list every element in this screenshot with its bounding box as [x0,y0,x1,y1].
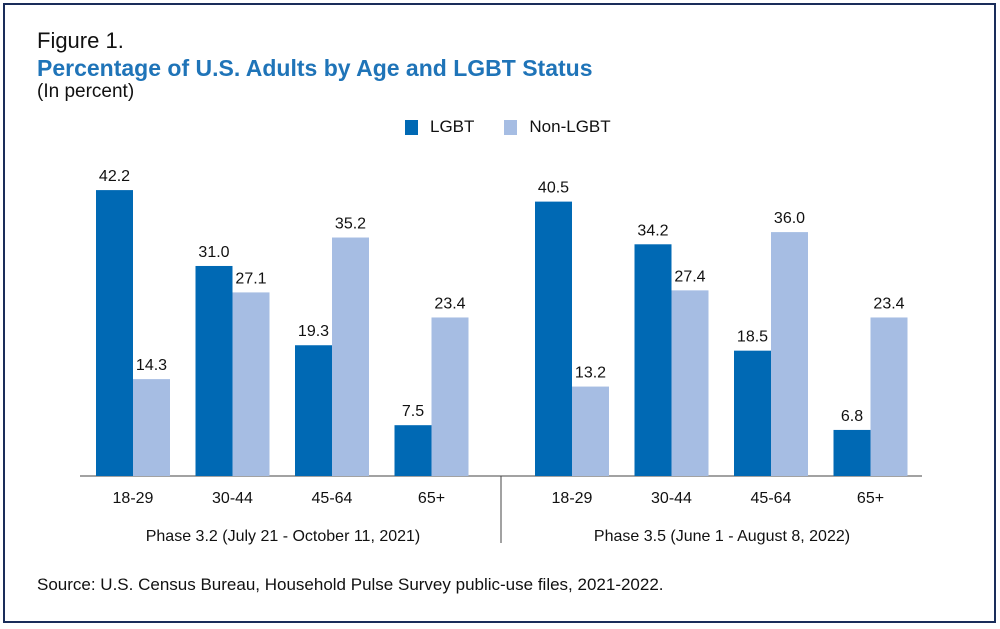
bar-value-label: 6.8 [841,408,863,425]
bar-non-lgbt-18-29-group2 [572,386,609,476]
category-label: 18-29 [113,490,154,507]
bar-value-label: 19.3 [298,323,329,340]
group-label-1: Phase 3.2 (July 21 - October 11, 2021) [146,528,421,545]
bar-non-lgbt-18-29-group1 [133,379,170,476]
bar-value-label: 31.0 [198,244,229,261]
figure-frame [3,3,996,623]
bar-value-label: 14.3 [136,357,167,374]
legend: LGBT Non-LGBT [405,117,641,137]
bar-value-label: 23.4 [434,295,465,312]
bar-lgbt-18-29-group2 [535,201,572,477]
bar-lgbt-65+-group1 [394,425,432,476]
chart-subtitle: (In percent) [37,81,135,102]
category-label: 45-64 [751,490,792,507]
bar-lgbt-65+-group2 [833,429,871,476]
bar-value-label: 13.2 [575,365,606,382]
legend-swatch-non-lgbt [504,119,518,135]
bar-value-label: 35.2 [335,216,366,233]
bar-non-lgbt-45-64-group2 [771,232,808,476]
bar-non-lgbt-30-44-group2 [671,290,709,476]
category-label: 18-29 [552,490,593,507]
bar-lgbt-18-29-group1 [96,190,133,476]
category-label: 30-44 [212,490,253,507]
bar-value-label: 34.2 [637,222,668,239]
group-label-2: Phase 3.5 (June 1 - August 8, 2022) [594,528,850,545]
bar-lgbt-45-64-group2 [734,350,771,476]
bar-value-label: 42.2 [99,168,130,185]
bar-non-lgbt-65+-group2 [870,317,908,476]
legend-label-lgbt: LGBT [430,117,475,136]
bar-non-lgbt-30-44-group1 [232,292,270,476]
legend-label-non-lgbt: Non-LGBT [529,117,611,136]
bar-value-label: 40.5 [538,180,569,197]
category-label: 65+ [418,490,445,507]
category-label: 30-44 [651,490,692,507]
bar-value-label: 27.4 [674,268,705,285]
bar-value-label: 23.4 [873,295,904,312]
bar-value-label: 27.1 [235,270,266,287]
category-label: 65+ [857,490,884,507]
bar-value-label: 18.5 [737,329,768,346]
bar-lgbt-30-44-group1 [195,265,233,476]
chart-title: Percentage of U.S. Adults by Age and LGB… [37,55,593,81]
legend-swatch-lgbt [405,119,418,135]
legend-item-non-lgbt: Non-LGBT [504,117,611,137]
category-label: 45-64 [312,490,353,507]
source-note: Source: U.S. Census Bureau, Household Pu… [37,575,664,594]
bar-non-lgbt-45-64-group1 [332,237,369,476]
bar-lgbt-30-44-group2 [634,244,672,476]
legend-item-lgbt: LGBT [405,117,474,137]
bar-lgbt-45-64-group1 [295,345,332,476]
bar-non-lgbt-65+-group1 [431,317,469,476]
bar-value-label: 7.5 [402,403,424,420]
figure-label: Figure 1. [37,28,124,53]
bar-value-label: 36.0 [774,210,805,227]
